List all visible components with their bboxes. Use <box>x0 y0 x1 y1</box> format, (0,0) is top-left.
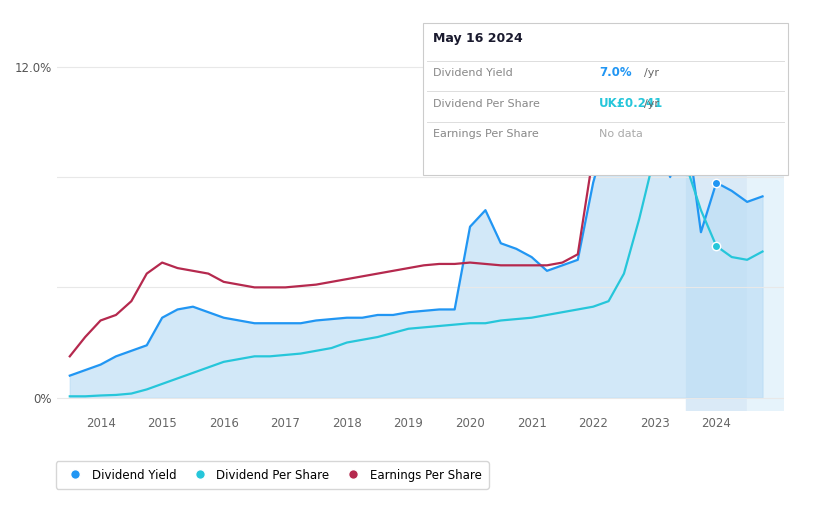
Text: Dividend Per Share: Dividend Per Share <box>433 99 539 109</box>
Bar <box>747 25 784 411</box>
Text: Past: Past <box>704 42 728 55</box>
Text: Analys: Analys <box>746 42 785 55</box>
Text: /yr: /yr <box>644 99 659 109</box>
Text: Earnings Per Share: Earnings Per Share <box>433 129 539 139</box>
Text: May 16 2024: May 16 2024 <box>433 32 522 45</box>
Text: /yr: /yr <box>644 68 659 78</box>
Legend: Dividend Yield, Dividend Per Share, Earnings Per Share: Dividend Yield, Dividend Per Share, Earn… <box>56 461 488 489</box>
Bar <box>686 25 747 411</box>
Text: Dividend Yield: Dividend Yield <box>433 68 512 78</box>
Text: 7.0%: 7.0% <box>599 66 632 79</box>
Text: UK£0.241: UK£0.241 <box>599 97 663 110</box>
Text: No data: No data <box>599 129 643 139</box>
